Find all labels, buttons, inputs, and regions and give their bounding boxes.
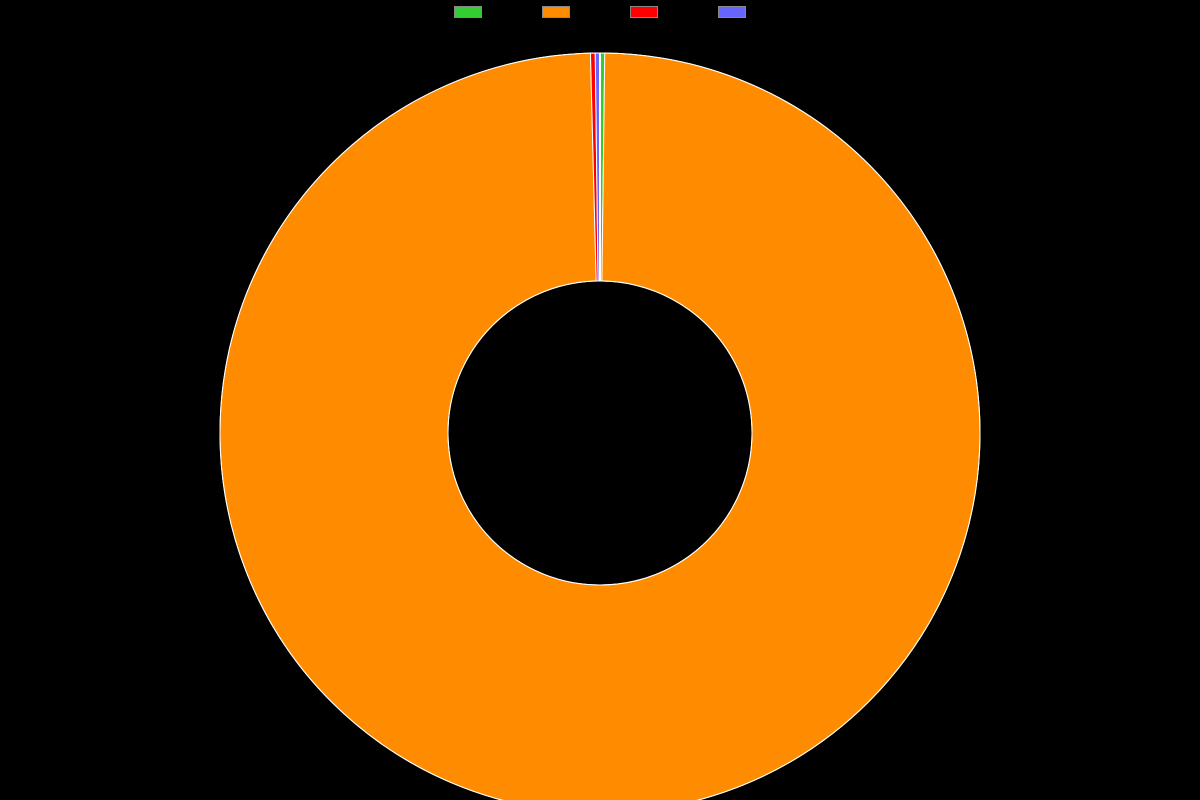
donut-chart xyxy=(0,26,1200,800)
legend-swatch-0 xyxy=(454,6,482,18)
legend-swatch-1 xyxy=(542,6,570,18)
legend-swatch-3 xyxy=(718,6,746,18)
legend-swatch-2 xyxy=(630,6,658,18)
